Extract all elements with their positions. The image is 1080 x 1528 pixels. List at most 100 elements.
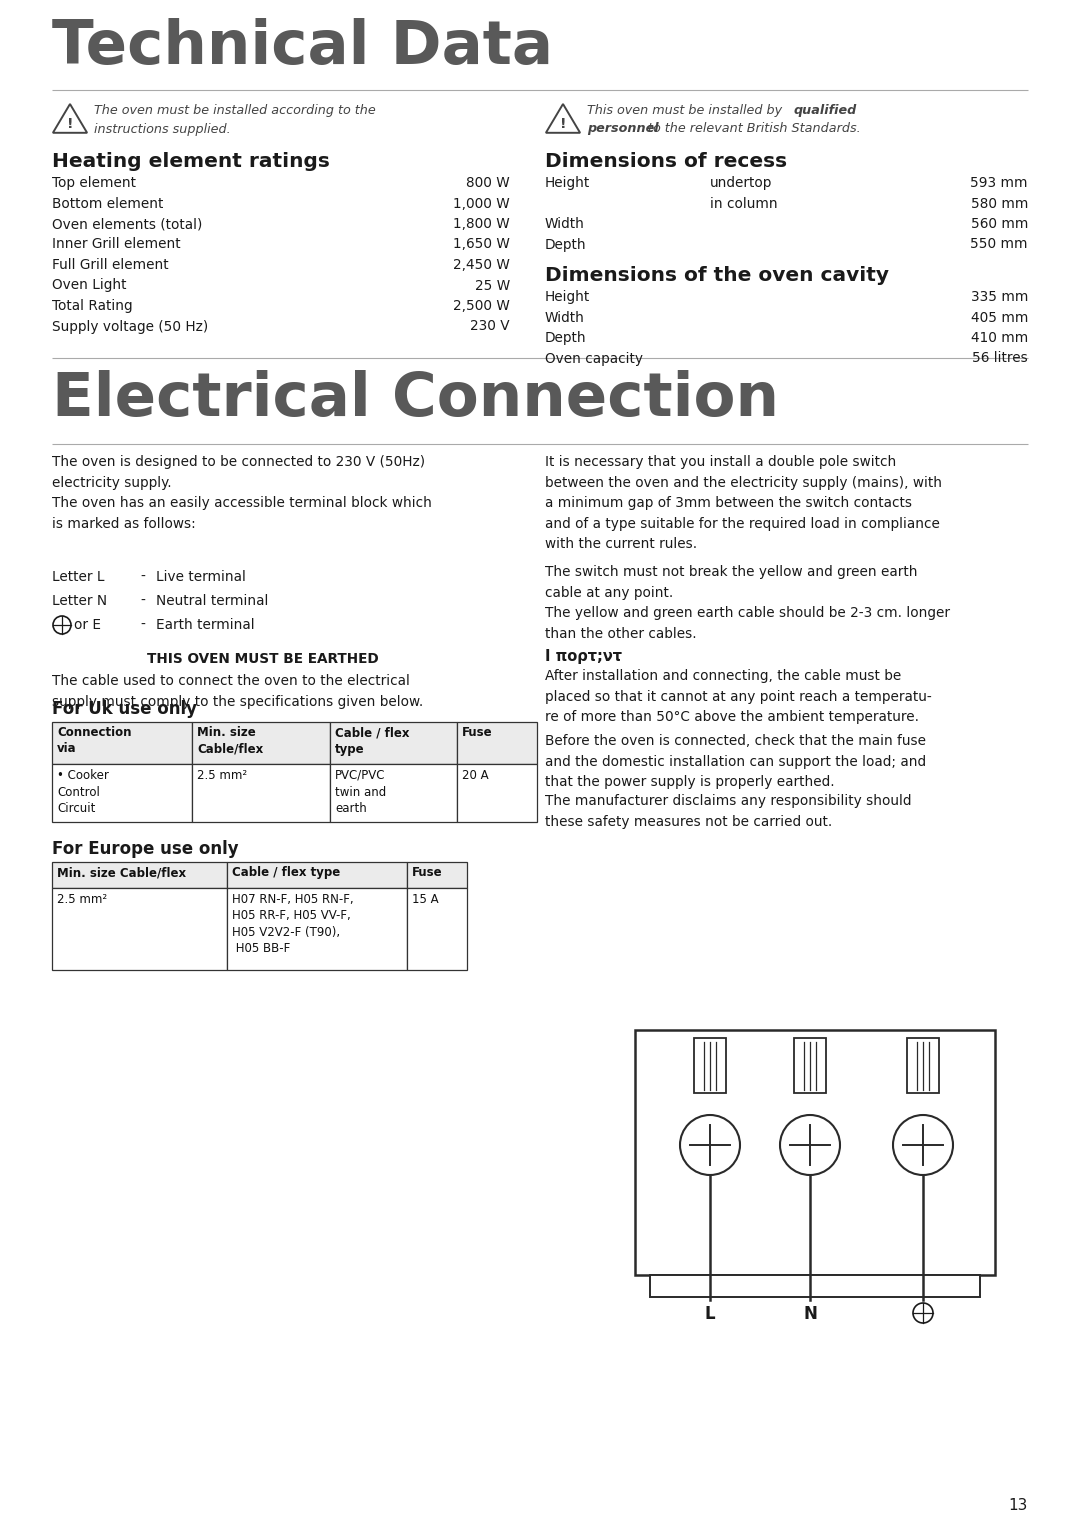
Text: 335 mm: 335 mm — [971, 290, 1028, 304]
Text: For Europe use only: For Europe use only — [52, 840, 239, 859]
Text: 405 mm: 405 mm — [971, 310, 1028, 324]
Circle shape — [680, 1115, 740, 1175]
Text: 2,500 W: 2,500 W — [454, 299, 510, 313]
Text: Fuse: Fuse — [462, 726, 492, 740]
Bar — [650, 1274, 980, 1297]
Bar — [52, 862, 227, 888]
Text: I πoρτ;ντ: I πoρτ;ντ — [545, 649, 622, 665]
Text: PVC/PVC
twin and
earth: PVC/PVC twin and earth — [335, 769, 387, 814]
Text: qualified: qualified — [794, 104, 858, 118]
Text: Width: Width — [545, 310, 585, 324]
Text: Live terminal: Live terminal — [156, 570, 246, 584]
Text: The switch must not break the yellow and green earth
cable at any point.
The yel: The switch must not break the yellow and… — [545, 565, 950, 640]
Bar — [407, 862, 467, 888]
Text: Depth: Depth — [545, 237, 586, 252]
Text: 25 W: 25 W — [475, 278, 510, 292]
Text: Before the oven is connected, check that the main fuse
and the domestic installa: Before the oven is connected, check that… — [545, 733, 927, 788]
Text: Bottom element: Bottom element — [52, 197, 163, 211]
Bar — [227, 888, 407, 970]
Text: The oven must be installed according to the
instructions supplied.: The oven must be installed according to … — [94, 104, 376, 136]
Text: Depth: Depth — [545, 332, 586, 345]
Text: 410 mm: 410 mm — [971, 332, 1028, 345]
Text: 1,650 W: 1,650 W — [454, 237, 510, 252]
Bar — [330, 764, 457, 822]
Text: For Uk use only: For Uk use only — [52, 700, 197, 718]
Text: Oven Light: Oven Light — [52, 278, 126, 292]
Text: 1,800 W: 1,800 W — [454, 217, 510, 231]
Text: -: - — [140, 570, 145, 584]
Text: 593 mm: 593 mm — [971, 176, 1028, 189]
Text: Cable / flex
type: Cable / flex type — [335, 726, 409, 755]
Text: 15 A: 15 A — [411, 892, 438, 906]
Text: 560 mm: 560 mm — [971, 217, 1028, 231]
Text: 56 litres: 56 litres — [972, 351, 1028, 365]
Bar — [227, 862, 407, 888]
Text: H07 RN-F, H05 RN-F,
H05 RR-F, H05 VV-F,
H05 V2V2-F (T90),
 H05 BB-F: H07 RN-F, H05 RN-F, H05 RR-F, H05 VV-F, … — [232, 892, 353, 955]
Text: Total Rating: Total Rating — [52, 299, 133, 313]
Text: Fuse: Fuse — [411, 866, 443, 879]
Bar — [635, 1030, 995, 1274]
Text: Letter L: Letter L — [52, 570, 105, 584]
Text: Supply voltage (50 Hz): Supply voltage (50 Hz) — [52, 319, 208, 333]
Bar — [192, 764, 330, 822]
Bar — [330, 723, 457, 764]
Text: 2.5 mm²: 2.5 mm² — [197, 769, 247, 782]
Bar — [52, 723, 192, 764]
Bar — [192, 723, 330, 764]
Text: 2,450 W: 2,450 W — [454, 258, 510, 272]
Text: This oven must be installed by: This oven must be installed by — [588, 104, 786, 118]
Text: Oven elements (total): Oven elements (total) — [52, 217, 202, 231]
Text: Letter N: Letter N — [52, 594, 107, 608]
Text: Top element: Top element — [52, 176, 136, 189]
Bar — [907, 1038, 939, 1093]
Bar — [52, 888, 227, 970]
Text: L: L — [704, 1305, 715, 1323]
Text: !: ! — [559, 116, 566, 131]
Text: Min. size Cable/flex: Min. size Cable/flex — [57, 866, 186, 879]
Text: 2.5 mm²: 2.5 mm² — [57, 892, 107, 906]
Text: The cable used to connect the oven to the electrical
supply must comply to the s: The cable used to connect the oven to th… — [52, 674, 423, 709]
Text: The manufacturer disclaims any responsibility should
these safety measures not b: The manufacturer disclaims any responsib… — [545, 795, 912, 828]
Text: Neutral terminal: Neutral terminal — [156, 594, 268, 608]
Bar — [457, 723, 537, 764]
Text: • Cooker
Control
Circuit: • Cooker Control Circuit — [57, 769, 109, 814]
Text: Dimensions of recess: Dimensions of recess — [545, 151, 787, 171]
Text: 13: 13 — [1009, 1497, 1028, 1513]
Text: in column: in column — [710, 197, 778, 211]
Text: Oven capacity: Oven capacity — [545, 351, 643, 365]
Text: Min. size
Cable/flex: Min. size Cable/flex — [197, 726, 264, 755]
Text: or E: or E — [75, 617, 102, 633]
Text: !: ! — [67, 116, 73, 131]
Text: Earth terminal: Earth terminal — [156, 617, 255, 633]
Text: undertop: undertop — [710, 176, 772, 189]
Bar — [794, 1038, 826, 1093]
Circle shape — [893, 1115, 953, 1175]
Text: The oven is designed to be connected to 230 V (50Hz)
electricity supply.
The ove: The oven is designed to be connected to … — [52, 455, 432, 530]
Text: -: - — [140, 594, 145, 608]
Text: 1,000 W: 1,000 W — [454, 197, 510, 211]
Text: It is necessary that you install a double pole switch
between the oven and the e: It is necessary that you install a doubl… — [545, 455, 942, 552]
Text: N: N — [804, 1305, 816, 1323]
Text: After installation and connecting, the cable must be
placed so that it cannot at: After installation and connecting, the c… — [545, 669, 932, 724]
Bar — [407, 888, 467, 970]
Text: Full Grill element: Full Grill element — [52, 258, 168, 272]
Text: Electrical Connection: Electrical Connection — [52, 370, 779, 429]
Text: 230 V: 230 V — [471, 319, 510, 333]
Text: Inner Grill element: Inner Grill element — [52, 237, 180, 252]
Text: personnel: personnel — [588, 122, 659, 134]
Text: 550 mm: 550 mm — [971, 237, 1028, 252]
Bar — [694, 1038, 726, 1093]
Text: to the relevant British Standards.: to the relevant British Standards. — [644, 122, 861, 134]
Text: -: - — [140, 617, 145, 633]
Text: Width: Width — [545, 217, 585, 231]
Text: 580 mm: 580 mm — [971, 197, 1028, 211]
Text: Cable / flex type: Cable / flex type — [232, 866, 340, 879]
Text: Connection
via: Connection via — [57, 726, 132, 755]
Text: Height: Height — [545, 290, 591, 304]
Circle shape — [780, 1115, 840, 1175]
Text: Height: Height — [545, 176, 591, 189]
Text: Technical Data: Technical Data — [52, 18, 553, 76]
Text: Heating element ratings: Heating element ratings — [52, 151, 329, 171]
Text: 800 W: 800 W — [467, 176, 510, 189]
Text: Dimensions of the oven cavity: Dimensions of the oven cavity — [545, 266, 889, 286]
